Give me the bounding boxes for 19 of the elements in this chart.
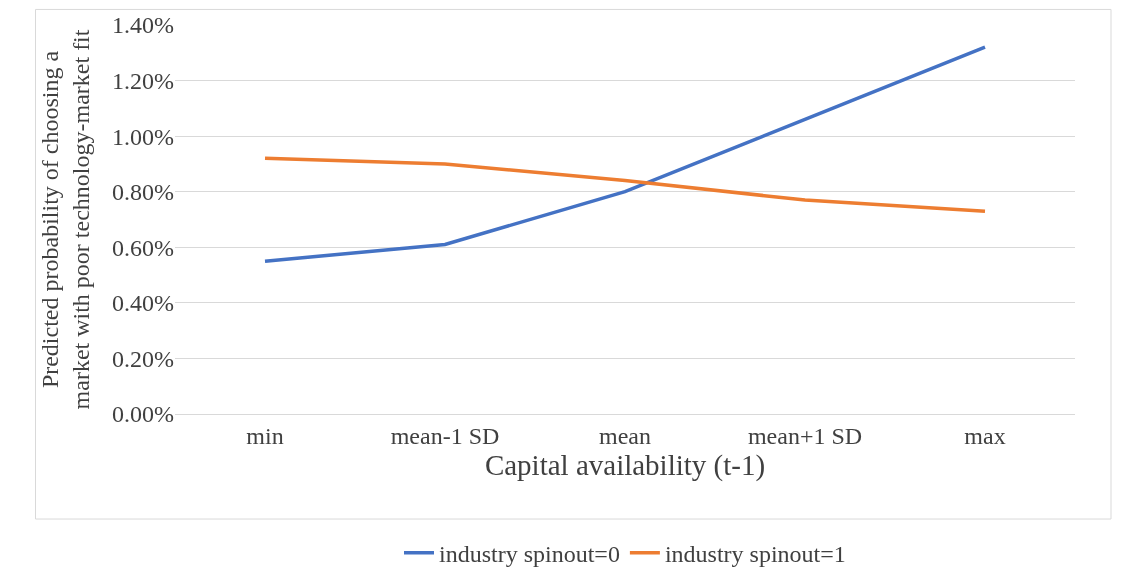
y-tick-label: 0.60% bbox=[112, 234, 174, 261]
line-series bbox=[263, 156, 987, 213]
y-tick-label: 1.40% bbox=[112, 12, 174, 39]
x-axis-title: Capital availability (t-1) bbox=[484, 448, 766, 482]
x-tick-label: mean bbox=[599, 422, 651, 449]
legend-label: industry spinout=0 bbox=[439, 541, 620, 568]
legend-label: industry spinout=1 bbox=[664, 541, 846, 568]
y-tick-label: 1.00% bbox=[112, 123, 174, 150]
line-series bbox=[263, 45, 987, 263]
y-tick-label: 1.20% bbox=[112, 67, 174, 94]
y-tick-label: 0.80% bbox=[112, 179, 174, 206]
y-tick-label: 0.20% bbox=[112, 345, 174, 372]
x-tick-label: min bbox=[246, 422, 284, 449]
y-axis-title: Predicted probability of choosing a market with poor technology-market fit bbox=[36, 29, 95, 410]
x-tick-label: max bbox=[964, 422, 1006, 449]
x-tick-label: mean+1 SD bbox=[747, 422, 863, 449]
y-tick-label: 0.40% bbox=[112, 290, 174, 317]
y-tick-label: 0.00% bbox=[112, 401, 174, 428]
x-tick-label: mean-1 SD bbox=[390, 422, 500, 449]
